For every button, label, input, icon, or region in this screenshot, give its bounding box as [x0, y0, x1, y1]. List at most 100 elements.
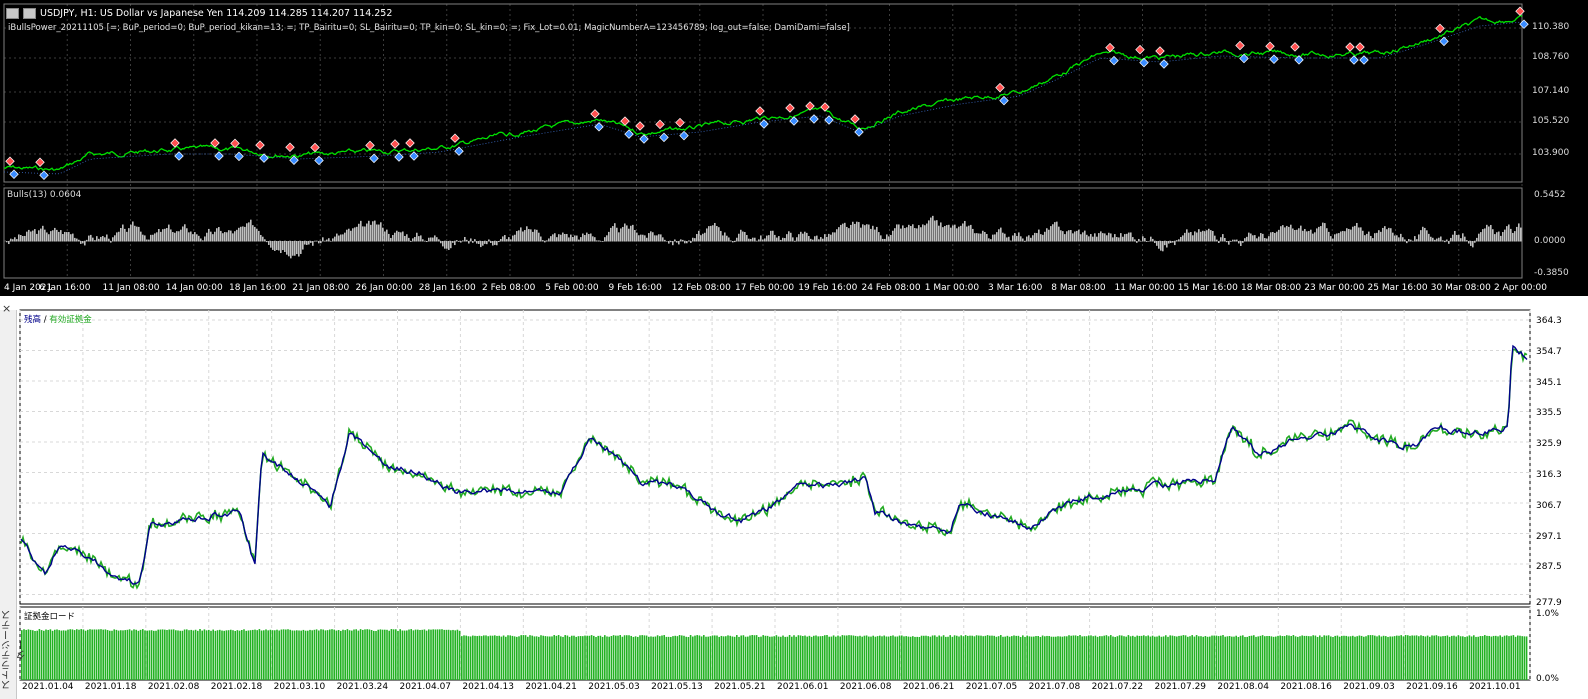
- load-bar: [377, 629, 379, 680]
- bulls-bar: [102, 236, 104, 242]
- load-bar: [874, 636, 877, 680]
- load-bar: [1288, 635, 1290, 680]
- bulls-bar: [1424, 227, 1426, 242]
- load-bar: [830, 636, 833, 680]
- load-bar: [694, 635, 696, 680]
- load-bar: [659, 636, 661, 680]
- bulls-bar: [862, 224, 864, 242]
- bulls-bar: [1226, 241, 1228, 243]
- bulls-bar: [976, 233, 978, 242]
- bulls-bar: [856, 221, 858, 242]
- load-bar: [1308, 636, 1310, 680]
- bulls-bar: [542, 240, 544, 242]
- load-bar: [634, 636, 637, 680]
- bulls-bar: [562, 232, 564, 242]
- load-bar: [472, 635, 474, 680]
- load-bar: [595, 636, 597, 680]
- load-bar: [45, 629, 47, 680]
- bulls-bar: [374, 220, 376, 242]
- load-bar: [51, 630, 54, 680]
- bulls-bar: [1136, 241, 1138, 243]
- close-icon[interactable]: ×: [2, 302, 12, 315]
- load-bar: [1125, 636, 1127, 680]
- bulls-bar: [26, 231, 28, 242]
- bulls-bar: [1414, 236, 1416, 242]
- load-bar: [172, 629, 175, 680]
- load-bar: [1244, 636, 1246, 680]
- balance-graph-canvas[interactable]: [0, 302, 1588, 699]
- load-bar: [1110, 635, 1112, 680]
- bulls-bar: [1496, 232, 1498, 242]
- bulls-bar: [910, 225, 912, 242]
- bulls-bar: [1070, 229, 1072, 242]
- load-bar: [593, 635, 595, 680]
- bulls-bar: [86, 239, 88, 242]
- bulls-bar: [1476, 237, 1478, 242]
- load-bar: [32, 630, 34, 680]
- load-bar: [128, 629, 131, 680]
- bulls-bar: [1504, 229, 1506, 242]
- date-tick: 2 Apr 00:00: [1494, 283, 1547, 293]
- bulls-bar: [672, 241, 674, 246]
- bulls-bar: [284, 241, 286, 252]
- bulls-bar: [216, 228, 218, 242]
- load-bar: [683, 635, 685, 680]
- bulls-bar: [1326, 228, 1328, 242]
- bulls-bar: [600, 241, 602, 242]
- bulls-bar: [512, 235, 514, 242]
- bulls-bar: [1248, 232, 1250, 242]
- tester-side-title[interactable]: ストラテジーテスター: [2, 610, 28, 690]
- bulls-bar: [634, 230, 636, 242]
- load-bar: [1477, 636, 1479, 680]
- load-bar: [1022, 635, 1024, 680]
- price-chart-window[interactable]: [0, 0, 1588, 296]
- load-bar: [575, 636, 577, 680]
- bulls-bar: [1146, 241, 1148, 242]
- bulls-bar: [898, 224, 900, 242]
- load-bar: [489, 635, 492, 680]
- bulls-bar: [1230, 241, 1232, 242]
- load-bar: [942, 635, 945, 680]
- load-bar: [1070, 635, 1072, 680]
- load-bar: [749, 635, 751, 680]
- bulls-bar: [1292, 228, 1294, 242]
- bulls-bar: [956, 228, 958, 242]
- bulls-bar: [560, 234, 562, 242]
- load-bar: [566, 635, 569, 680]
- load-bar: [725, 636, 727, 680]
- load-bar: [1459, 636, 1462, 680]
- load-bar: [1499, 635, 1501, 680]
- load-bar: [1147, 635, 1149, 680]
- load-bar: [711, 635, 714, 680]
- bulls-bar: [1508, 224, 1510, 242]
- tester-side-tab[interactable]: [0, 310, 17, 699]
- price-chart-canvas[interactable]: [0, 0, 1588, 296]
- load-bar: [205, 630, 208, 680]
- load-bar: [1290, 636, 1292, 680]
- bulls-bar: [698, 230, 700, 242]
- bulls-bar: [694, 238, 696, 242]
- trade-marker: [5, 156, 19, 179]
- load-bar: [718, 636, 720, 680]
- bulls-bar: [1048, 229, 1050, 242]
- load-bar: [199, 629, 201, 680]
- bulls-bar: [990, 239, 992, 242]
- load-bar: [872, 635, 874, 680]
- load-bar: [1220, 635, 1222, 680]
- bulls-bar: [1460, 238, 1462, 242]
- bulls-bar: [370, 224, 372, 242]
- load-bar: [914, 636, 916, 680]
- load-bar: [1510, 635, 1512, 680]
- load-bar: [940, 636, 943, 680]
- bulls-bar: [230, 230, 232, 242]
- bulls-bar: [510, 239, 512, 242]
- bulls-bar: [1262, 233, 1264, 242]
- load-bar: [700, 636, 703, 680]
- bulls-bar: [1162, 241, 1164, 252]
- load-bar: [958, 636, 960, 680]
- bulls-bar: [550, 236, 552, 242]
- price-tick: 108.760: [1532, 52, 1570, 62]
- load-bar: [71, 629, 74, 680]
- tester-date-tick: 2021.03.10: [273, 682, 326, 692]
- bulls-bar: [1458, 234, 1460, 242]
